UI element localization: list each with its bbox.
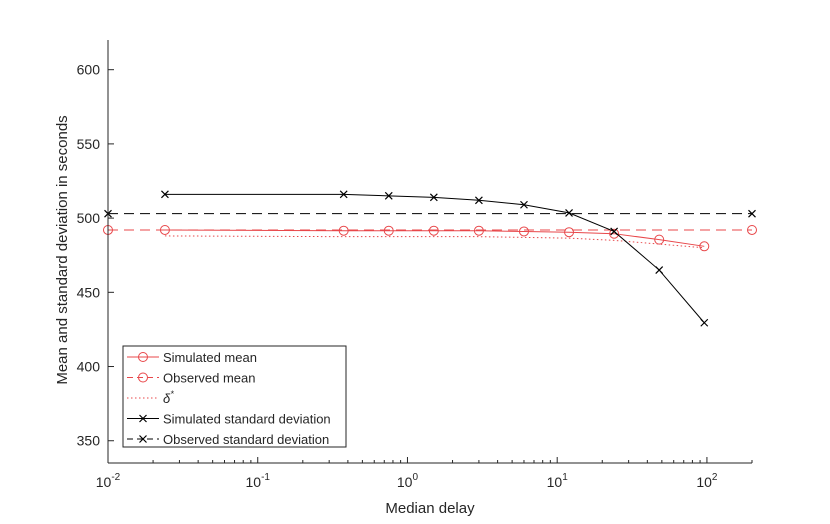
data-point: [384, 191, 393, 200]
data-point: [338, 225, 349, 236]
x-tick-label: 100: [397, 472, 419, 490]
x-tick-label-base: 10: [696, 474, 712, 490]
x-tick-label-exponent: 0: [412, 472, 418, 483]
x-tick-label-exponent: -2: [111, 472, 120, 483]
legend-box: [122, 345, 347, 448]
y-tick-label: 350: [77, 433, 101, 449]
y-tick-label: 450: [77, 284, 101, 300]
x-tick-label: 10-2: [96, 472, 121, 490]
data-point: [474, 196, 483, 205]
x-tick-label-exponent: 2: [712, 472, 718, 483]
x-tick-label: 10-1: [245, 472, 270, 490]
data-point: [700, 318, 709, 327]
data-point: [655, 266, 664, 274]
data-point: [748, 209, 756, 218]
y-tick-label: 500: [77, 210, 101, 226]
data-point: [428, 225, 439, 236]
data-point: [339, 190, 348, 199]
series-4: [104, 209, 756, 218]
legend-label-symbol: δ: [163, 391, 171, 406]
series-line: [164, 229, 705, 247]
legend-label: δ*: [163, 389, 174, 406]
x-tick-label-exponent: -1: [261, 472, 270, 483]
series-3: [161, 190, 709, 327]
data-point: [518, 226, 529, 237]
series-line: [164, 235, 705, 249]
legend-label-superscript: *: [170, 389, 174, 399]
legend-entry: Simulated mean: [127, 350, 257, 365]
legend-swatch-marker: [139, 414, 147, 423]
legend-swatch-marker: [138, 372, 148, 383]
data-point: [520, 200, 528, 209]
legend-label: Observed mean: [163, 371, 256, 386]
series-2: [164, 235, 705, 249]
y-tick-label: 550: [77, 136, 101, 152]
legend: Simulated mean Observed mean δ* Simulated s…: [122, 345, 347, 448]
series-line: [164, 193, 705, 324]
legend-entry: Simulated standard deviation: [127, 412, 331, 427]
legend-entry: Observed mean: [127, 371, 256, 386]
data-point: [747, 224, 757, 235]
y-tick-label: 400: [77, 359, 101, 375]
legend-swatch-marker: [138, 352, 148, 362]
legend-swatch-marker: [139, 435, 147, 443]
data-point: [610, 227, 619, 236]
x-tick-label-base: 10: [96, 474, 112, 490]
x-axis-label: Median delay: [385, 500, 475, 517]
y-tick-label: 600: [77, 62, 101, 78]
series-layer: [103, 190, 757, 327]
data-point: [609, 228, 620, 239]
legend-entry: δ*: [127, 389, 174, 406]
data-point: [383, 225, 394, 236]
legend-label: Simulated mean: [163, 350, 257, 365]
x-tick-label-base: 10: [245, 474, 261, 490]
legend-label: Simulated standard deviation: [163, 412, 331, 427]
data-point: [564, 227, 575, 238]
data-point: [699, 241, 710, 252]
legend-entry: Observed standard deviation: [127, 432, 329, 447]
data-point: [429, 193, 438, 202]
data-point: [473, 225, 484, 236]
x-tick-label-base: 10: [397, 474, 413, 490]
x-tick-label-base: 10: [547, 474, 563, 490]
data-point: [654, 234, 665, 245]
data-point: [161, 190, 169, 199]
x-tick-label: 101: [547, 472, 569, 490]
y-axis-label: Mean and standard deviation in seconds: [54, 115, 71, 384]
data-point: [565, 208, 573, 217]
x-tick-label: 102: [696, 472, 718, 490]
x-tick-label-exponent: 1: [562, 472, 568, 483]
series-0: [159, 224, 710, 252]
legend-label: Observed standard deviation: [163, 432, 329, 447]
